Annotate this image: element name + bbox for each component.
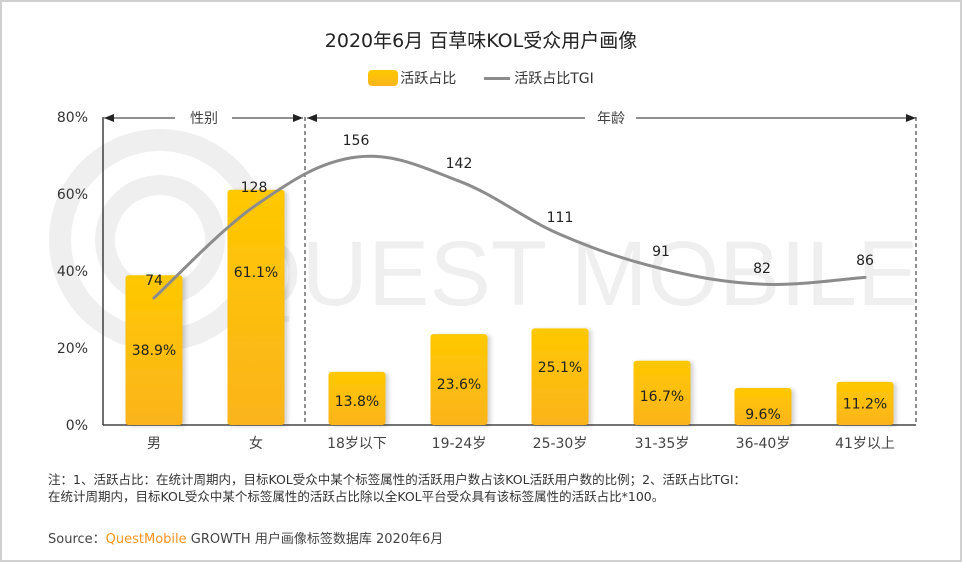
footnote-line-2: 在统计周期内，目标KOL受众中某个标签属性的活跃占比除以全KOL平台受众具有该标… (48, 489, 665, 504)
x-tick-label: 19-24岁 (432, 436, 487, 452)
bar (430, 334, 488, 425)
tgi-line-path (152, 154, 867, 300)
bar-value-label: 25.1% (538, 360, 582, 376)
bars (125, 189, 894, 425)
tgi-value-label: 128 (241, 180, 268, 196)
y-tick-label: 60% (57, 187, 88, 203)
legend-item-line: 活跃占比TGI (484, 68, 594, 88)
legend-bar-swatch (368, 70, 399, 86)
tgi-value-label: 156 (343, 133, 370, 149)
tgi-value-label: 91 (652, 244, 670, 260)
bar (633, 360, 691, 425)
bar-value-label: 38.9% (132, 343, 176, 359)
source-brand: QuestMobile (105, 532, 187, 547)
bar-value-label: 16.7% (640, 389, 684, 405)
bar (227, 189, 285, 425)
x-tick-label: 25-30岁 (533, 436, 588, 452)
group-annotations: 性别 年龄 (104, 111, 917, 425)
x-tick-label: 31-35岁 (635, 436, 690, 452)
y-tick-label: 40% (57, 264, 88, 280)
watermark: QUEST MOBILE (49, 129, 918, 351)
source-suffix: GROWTH 用户画像标签数据库 2020年6月 (186, 532, 444, 547)
legend-bar-label: 活跃占比 (400, 71, 457, 87)
bar-value-label: 13.8% (335, 394, 379, 410)
labels: 38.9% 61.1% 13.8% 23.6% 25.1% 16.7% 9.6% 11.2% 7… (132, 133, 887, 423)
chart-svg: QUEST MOBILE 0% 20% 40% 60% 80% 男 女 18岁以下 19-24岁… (49, 110, 918, 452)
tgi-value-label: 86 (856, 253, 874, 269)
x-tick-label: 36-40岁 (736, 436, 791, 452)
source-prefix: Source： (48, 532, 106, 547)
bar (328, 371, 386, 425)
bar (125, 275, 183, 425)
y-tick-label: 20% (57, 341, 88, 357)
legend: 活跃占比 活跃占比TGI (0, 68, 962, 88)
footnote-line-1: 注：1、活跃占比：在统计周期内，目标KOL受众中某个标签属性的活跃用户数占该KO… (48, 472, 747, 487)
bar (734, 388, 792, 425)
gender-group-label: 性别 (190, 111, 218, 127)
tgi-value-label: 111 (547, 210, 574, 226)
bar (531, 328, 589, 425)
y-tick-label: 0% (66, 418, 88, 434)
bar (836, 381, 894, 425)
bar-value-label: 11.2% (843, 396, 887, 412)
legend-item-bar: 活跃占比 (368, 68, 456, 88)
tgi-value-label: 82 (753, 261, 771, 277)
legend-line-swatch (484, 76, 511, 80)
x-tick-label: 41岁以上 (835, 436, 895, 452)
watermark-text: QUEST MOBILE (230, 223, 918, 325)
bar-value-label: 23.6% (437, 377, 481, 393)
bar-value-label: 9.6% (745, 407, 781, 423)
tgi-value-label: 74 (145, 273, 163, 289)
footnotes: 注：1、活跃占比：在统计周期内，目标KOL受众中某个标签属性的活跃用户数占该KO… (48, 471, 928, 505)
tgi-value-label: 142 (446, 156, 473, 172)
source-line: Source：QuestMobile GROWTH 用户画像标签数据库 2020… (48, 528, 443, 547)
legend-line-label: 活跃占比TGI (514, 71, 594, 87)
y-tick-label: 80% (57, 110, 88, 126)
bar-value-label: 61.1% (234, 265, 278, 281)
age-group-label: 年龄 (597, 111, 625, 127)
chart-title: 2020年6月 百草味KOL受众用户画像 (324, 30, 638, 52)
x-tick-label: 18岁以下 (327, 436, 387, 452)
x-tick-label: 男 (147, 436, 161, 452)
x-tick-label: 女 (249, 435, 263, 452)
tgi-line (152, 154, 867, 300)
